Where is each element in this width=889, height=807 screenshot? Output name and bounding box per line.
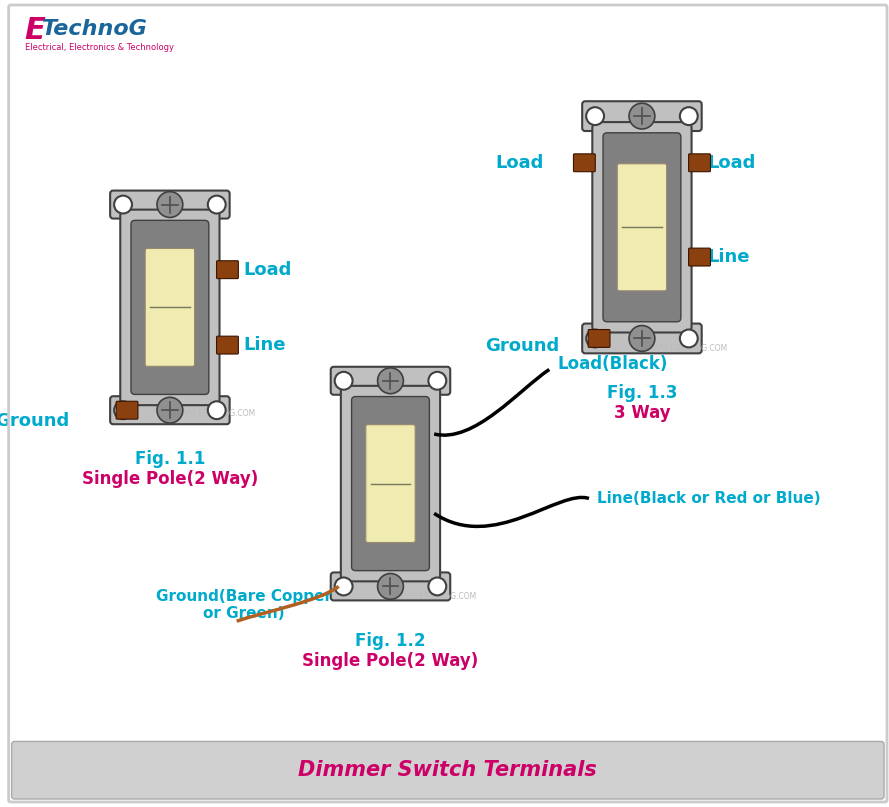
FancyBboxPatch shape bbox=[689, 248, 710, 266]
Text: Single Pole(2 Way): Single Pole(2 Way) bbox=[302, 652, 478, 670]
FancyBboxPatch shape bbox=[573, 154, 596, 172]
Text: Ground: Ground bbox=[0, 412, 69, 430]
Text: Ground: Ground bbox=[485, 337, 559, 355]
Text: Single Pole(2 Way): Single Pole(2 Way) bbox=[82, 470, 258, 487]
Text: Line: Line bbox=[244, 336, 286, 354]
Circle shape bbox=[157, 191, 183, 217]
FancyBboxPatch shape bbox=[365, 424, 415, 542]
Circle shape bbox=[428, 578, 446, 596]
Text: 3 Way: 3 Way bbox=[613, 404, 670, 422]
Text: Load: Load bbox=[495, 154, 544, 172]
FancyBboxPatch shape bbox=[217, 261, 238, 278]
Text: Fig. 1.1: Fig. 1.1 bbox=[135, 449, 205, 468]
FancyBboxPatch shape bbox=[110, 190, 229, 219]
Text: Fig. 1.3: Fig. 1.3 bbox=[606, 384, 677, 402]
FancyBboxPatch shape bbox=[120, 210, 220, 405]
Text: Dimmer Switch Terminals: Dimmer Switch Terminals bbox=[299, 760, 597, 780]
FancyBboxPatch shape bbox=[217, 337, 238, 354]
FancyBboxPatch shape bbox=[12, 742, 884, 799]
Text: Load(Black): Load(Black) bbox=[557, 356, 668, 374]
Text: Fig. 1.2: Fig. 1.2 bbox=[356, 632, 426, 650]
FancyBboxPatch shape bbox=[110, 396, 229, 424]
FancyBboxPatch shape bbox=[589, 329, 610, 347]
FancyBboxPatch shape bbox=[689, 154, 710, 172]
Text: E: E bbox=[25, 16, 45, 45]
Circle shape bbox=[334, 372, 353, 390]
FancyBboxPatch shape bbox=[351, 396, 429, 571]
Circle shape bbox=[680, 329, 698, 347]
Circle shape bbox=[114, 401, 132, 419]
FancyBboxPatch shape bbox=[582, 101, 701, 131]
Circle shape bbox=[680, 107, 698, 125]
Circle shape bbox=[208, 401, 226, 419]
Text: Ground(Bare Copper
or Green): Ground(Bare Copper or Green) bbox=[156, 589, 332, 621]
Circle shape bbox=[586, 329, 604, 347]
FancyBboxPatch shape bbox=[603, 133, 681, 322]
FancyBboxPatch shape bbox=[116, 401, 138, 419]
FancyBboxPatch shape bbox=[131, 220, 209, 395]
Circle shape bbox=[378, 574, 404, 600]
Circle shape bbox=[208, 195, 226, 214]
Circle shape bbox=[629, 103, 655, 129]
FancyBboxPatch shape bbox=[582, 324, 701, 353]
Text: TechnoG: TechnoG bbox=[43, 19, 148, 39]
FancyBboxPatch shape bbox=[331, 572, 450, 600]
Text: Electrical, Electronics & Technology: Electrical, Electronics & Technology bbox=[25, 44, 173, 52]
Circle shape bbox=[378, 368, 404, 394]
Text: Load: Load bbox=[244, 261, 292, 278]
Text: WWW.ETechnoG.COM: WWW.ETechnoG.COM bbox=[175, 408, 256, 417]
Text: Load: Load bbox=[708, 154, 756, 172]
Circle shape bbox=[586, 107, 604, 125]
Text: Line: Line bbox=[708, 248, 750, 266]
Circle shape bbox=[157, 397, 183, 423]
Circle shape bbox=[629, 325, 655, 351]
Circle shape bbox=[114, 195, 132, 214]
Circle shape bbox=[428, 372, 446, 390]
FancyBboxPatch shape bbox=[145, 249, 195, 366]
FancyBboxPatch shape bbox=[331, 366, 450, 395]
Text: WWW.ETechnoG.COM: WWW.ETechnoG.COM bbox=[647, 344, 728, 353]
FancyBboxPatch shape bbox=[592, 122, 692, 332]
Text: Line(Black or Red or Blue): Line(Black or Red or Blue) bbox=[597, 491, 821, 506]
FancyBboxPatch shape bbox=[340, 386, 440, 581]
FancyBboxPatch shape bbox=[617, 164, 667, 291]
Circle shape bbox=[334, 578, 353, 596]
Text: WWW.ETechnoG.COM: WWW.ETechnoG.COM bbox=[396, 592, 477, 601]
